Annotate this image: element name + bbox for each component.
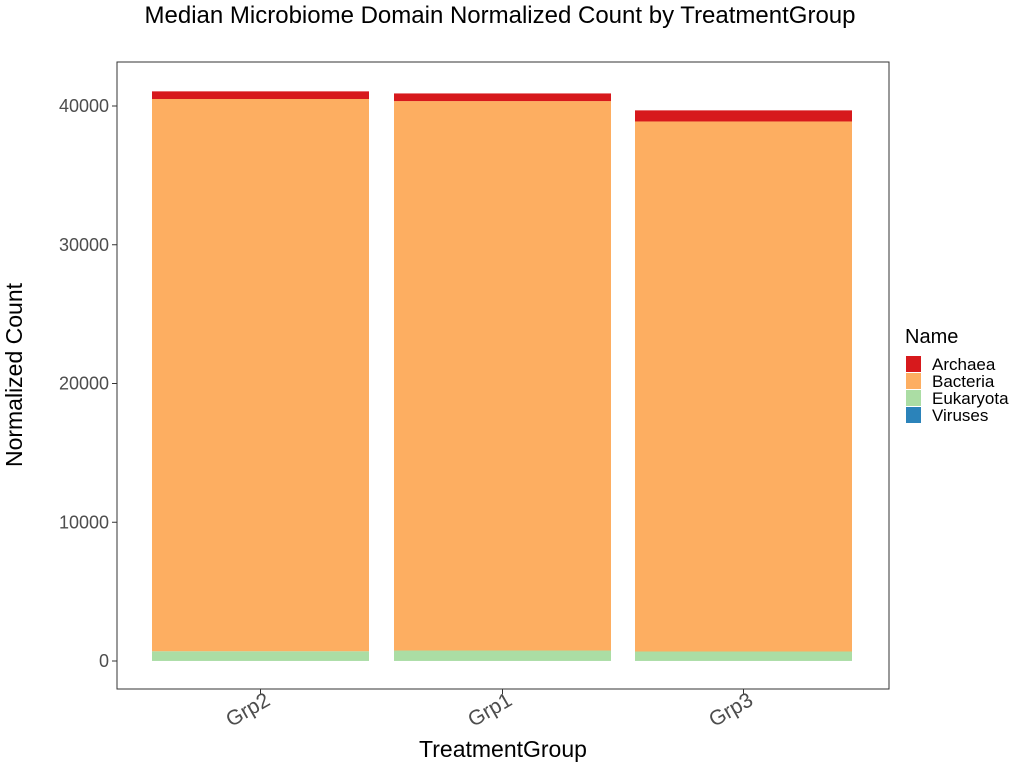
bar-grp1-eukaryota	[394, 650, 611, 661]
legend-swatch-eukaryota	[906, 390, 921, 406]
x-tick-label: Grp2	[222, 688, 274, 731]
bar-grp2-eukaryota	[152, 651, 369, 661]
y-tick-label: 10000	[59, 512, 109, 532]
y-tick-label: 0	[99, 651, 109, 671]
y-axis: 0 10000 20000 30000 40000	[59, 96, 117, 671]
legend-swatch-bacteria	[906, 373, 921, 389]
x-axis-title: TreatmentGroup	[419, 736, 587, 762]
legend-label-viruses: Viruses	[932, 406, 988, 425]
bar-grp1-bacteria	[394, 101, 611, 651]
bar-grp3-bacteria	[635, 121, 852, 652]
y-axis-title: Normalized Count	[1, 282, 27, 467]
y-tick-label: 30000	[59, 235, 109, 255]
legend-swatch-viruses	[906, 407, 921, 423]
legend-label-bacteria: Bacteria	[932, 372, 995, 391]
bar-grp1-archaea	[394, 93, 611, 102]
chart-title: Median Microbiome Domain Normalized Coun…	[145, 2, 856, 29]
legend-label-eukaryota: Eukaryota	[932, 389, 1009, 408]
legend-label-archaea: Archaea	[932, 355, 996, 374]
x-tick-label: Grp1	[464, 688, 516, 731]
x-axis: Grp2 Grp1 Grp3	[222, 688, 757, 731]
bar-group	[152, 91, 852, 661]
y-tick-label: 20000	[59, 374, 109, 394]
legend-swatch-archaea	[906, 356, 921, 372]
legend-title: Name	[905, 326, 958, 348]
bar-grp3-archaea	[635, 110, 852, 122]
y-tick-label: 40000	[59, 96, 109, 116]
bar-grp2-archaea	[152, 91, 369, 99]
bar-grp3-eukaryota	[635, 651, 852, 661]
x-tick-label: Grp3	[705, 688, 757, 731]
bar-grp2-bacteria	[152, 98, 369, 652]
